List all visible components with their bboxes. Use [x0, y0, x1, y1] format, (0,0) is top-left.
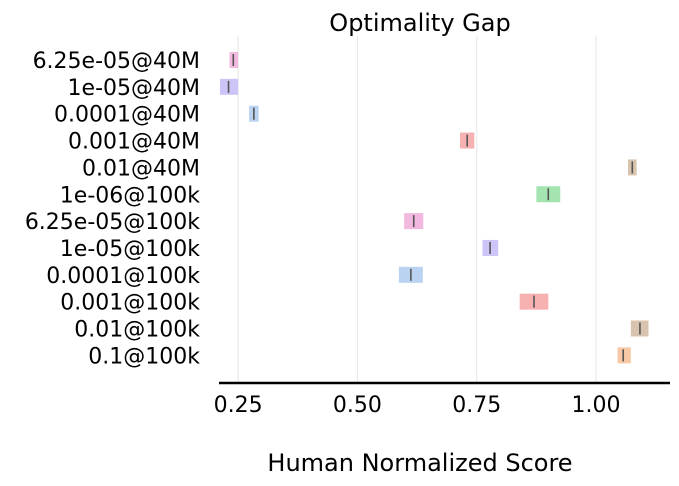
y-tick-label: 0.0001@100k	[46, 264, 200, 289]
x-tick-label: 1.00	[572, 393, 621, 418]
y-tick-label: 0.001@40M	[68, 130, 200, 155]
y-tick-label: 0.1@100k	[88, 344, 200, 369]
chart-title: Optimality Gap	[329, 9, 510, 37]
y-tick-label: 1e-05@100k	[60, 237, 200, 262]
y-tick-label: 1e-06@100k	[60, 183, 200, 208]
y-tick-label: 6.25e-05@100k	[25, 210, 200, 235]
x-tick-label: 0.50	[333, 393, 382, 418]
interval-bar	[617, 347, 631, 364]
y-tick-label: 0.01@100k	[74, 318, 200, 343]
y-tick-label: 0.0001@40M	[54, 103, 200, 128]
x-tick-labels: 0.25 0.50 0.75 1.00	[214, 393, 621, 418]
y-tick-label: 0.01@40M	[82, 156, 200, 181]
y-tick-label: 0.001@100k	[60, 291, 200, 316]
interval-bars	[219, 52, 649, 364]
grid-lines	[237, 36, 597, 383]
y-tick-labels: 6.25e-05@40M1e-05@40M0.0001@40M0.001@40M…	[25, 49, 200, 369]
x-axis-label: Human Normalized Score	[267, 449, 572, 477]
x-tick-label: 0.25	[214, 393, 263, 418]
x-tick-label: 0.75	[452, 393, 501, 418]
y-tick-label: 1e-05@40M	[68, 76, 200, 101]
y-tick-label: 6.25e-05@40M	[33, 49, 200, 74]
